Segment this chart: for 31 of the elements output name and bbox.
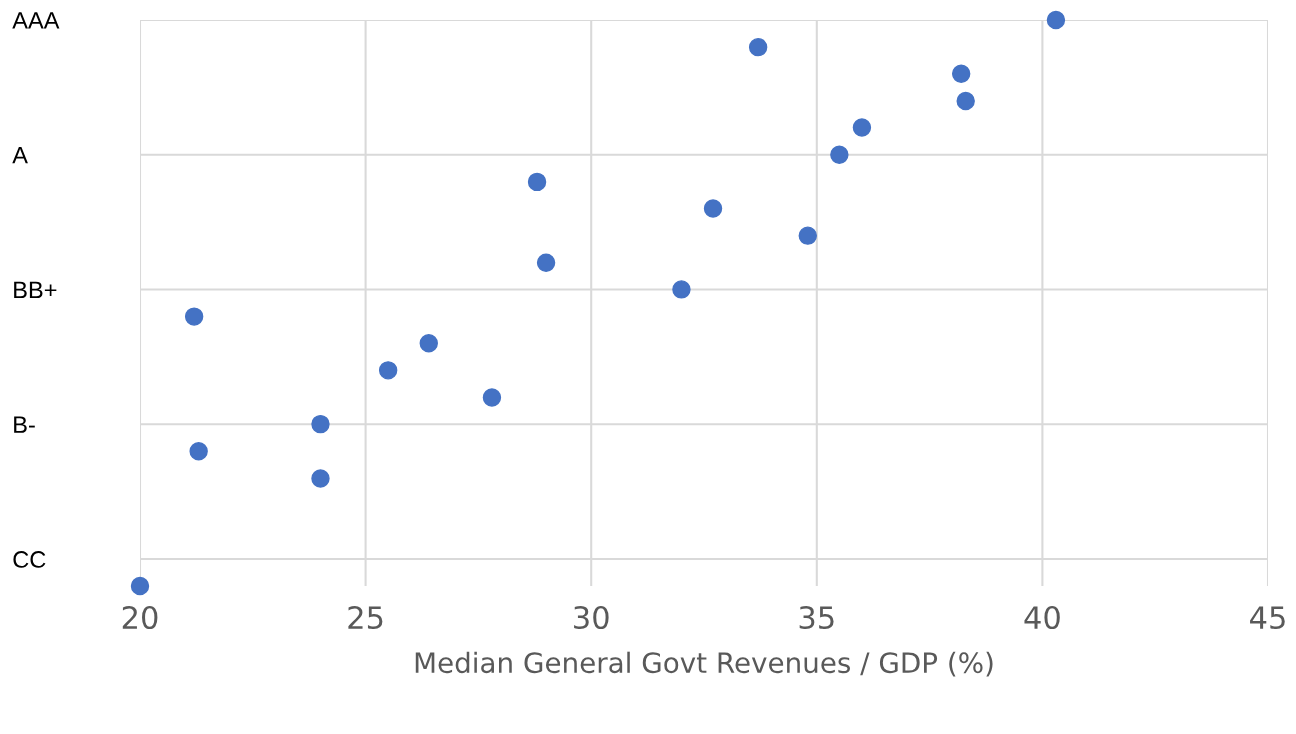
point [536,253,556,273]
category-label: B- [14,416,35,433]
point [703,199,723,218]
point [378,361,398,380]
point [672,280,691,299]
x-tick-label: 45 [1250,606,1285,630]
point [311,414,330,434]
point [798,226,817,245]
point [527,172,547,192]
point [482,388,502,407]
x-tick-label: 35 [799,605,834,630]
category-label: CC [13,551,46,568]
category-label: BB+ [14,281,57,299]
point [130,576,150,596]
point [956,91,975,111]
point [184,307,204,326]
x-tick-label: 30 [574,605,609,630]
point [189,442,208,461]
point [748,37,768,57]
x-axis-title: Median General Govt Revenues / GDP (%) [415,651,993,677]
point [419,333,438,353]
category-label: AAA [12,12,60,29]
point [852,118,872,137]
x-tick-label: 40 [1024,605,1060,630]
category-label: A [12,147,28,164]
point [311,469,330,488]
point [951,64,971,83]
point [1046,10,1066,30]
point [830,145,849,164]
x-tick-label: 25 [348,605,383,630]
x-tick-label: 20 [122,605,158,630]
